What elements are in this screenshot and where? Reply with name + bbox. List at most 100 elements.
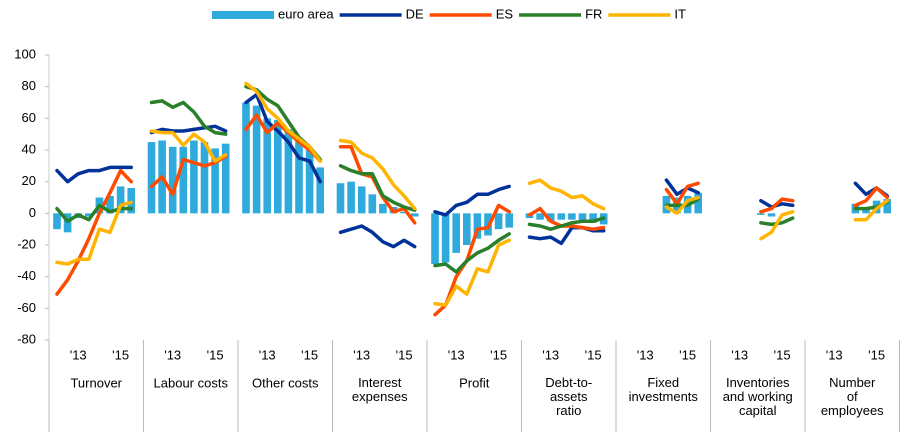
line-series: [55, 165, 133, 184]
bar: [557, 213, 566, 220]
line-series: [244, 81, 322, 163]
bar: [53, 213, 61, 230]
line-series: [338, 138, 417, 211]
x-tick-label: '13: [448, 347, 465, 362]
legend-label: euro area: [278, 6, 334, 21]
bar: [757, 213, 765, 215]
bar: [494, 213, 503, 230]
bar: [116, 186, 125, 214]
x-tick-label: '15: [396, 347, 413, 362]
group-label: Number of employees: [821, 375, 884, 418]
x-tick-label: '15: [585, 347, 602, 362]
line-series: [664, 181, 700, 206]
group-label: Debt-to-assets ratio: [545, 375, 592, 418]
line-series: [664, 178, 700, 197]
line-series: [433, 238, 511, 307]
x-tick-label: '13: [70, 347, 87, 362]
bar: [368, 194, 377, 214]
group-label: Profit: [459, 375, 490, 390]
y-tick-label: -80: [17, 331, 36, 346]
y-tick-label: 40: [22, 141, 36, 156]
bar: [473, 213, 482, 239]
bar: [568, 213, 576, 220]
line-series: [853, 186, 889, 208]
bar: [463, 213, 471, 245]
line-series: [433, 232, 511, 274]
y-tick-label: -60: [17, 300, 36, 315]
x-tick-label: '15: [112, 347, 129, 362]
group-label: Other costs: [252, 375, 319, 390]
line-series: [759, 210, 795, 241]
legend-label: IT: [674, 6, 686, 21]
line-series: [55, 200, 133, 266]
bar: [147, 142, 156, 214]
bar: [347, 181, 355, 214]
bar: [179, 146, 188, 214]
bar: [190, 140, 198, 214]
line-series: [527, 178, 606, 211]
x-tick-label: '15: [868, 347, 885, 362]
y-tick-label: 80: [22, 78, 36, 93]
bar: [200, 142, 209, 214]
x-tick-label: '13: [731, 347, 748, 362]
bar: [211, 148, 219, 214]
legend-label: FR: [585, 6, 602, 21]
bar: [410, 213, 419, 217]
y-tick-label: -20: [17, 236, 36, 251]
bar: [452, 213, 460, 253]
bar: [694, 192, 702, 214]
group-label: Interest expenses: [352, 375, 408, 404]
line-series: [149, 99, 228, 136]
bar: [305, 150, 314, 214]
bar: [441, 213, 450, 263]
bar: [252, 105, 261, 214]
line-series: [149, 154, 228, 197]
group-label: Turnover: [70, 375, 122, 390]
line-series: [149, 129, 228, 163]
line-series: [433, 184, 511, 217]
bar: [431, 213, 439, 264]
x-tick-label: '15: [490, 347, 507, 362]
x-tick-label: '15: [679, 347, 696, 362]
line-series: [244, 113, 322, 163]
bar: [168, 146, 177, 214]
bar: [263, 118, 271, 214]
bar: [336, 183, 345, 214]
line-series: [55, 168, 133, 296]
legend-label: DE: [406, 6, 424, 21]
x-tick-label: '15: [207, 347, 224, 362]
x-tick-label: '13: [164, 347, 181, 362]
bar: [221, 143, 230, 214]
x-tick-label: '13: [259, 347, 276, 362]
y-tick-label: 0: [29, 205, 36, 220]
bar: [274, 119, 282, 214]
line-series: [338, 164, 417, 212]
x-tick-label: '13: [353, 347, 370, 362]
bar: [589, 213, 597, 223]
x-tick-label: '15: [774, 347, 791, 362]
y-tick-label: 100: [14, 46, 36, 61]
bar: [284, 129, 293, 214]
group-label: Inventories and working capital: [723, 375, 793, 418]
bar: [546, 213, 555, 222]
bar: [767, 213, 776, 217]
x-tick-label: '13: [637, 347, 654, 362]
x-tick-label: '15: [301, 347, 318, 362]
bar: [505, 213, 513, 228]
legend-label: ES: [496, 6, 514, 21]
bar: [106, 195, 114, 214]
bar: [295, 140, 303, 214]
bar: [400, 211, 408, 214]
x-tick-label: '13: [542, 347, 559, 362]
line-series: [244, 92, 322, 184]
line-series: [759, 197, 795, 214]
bar: [357, 186, 366, 214]
line-series: [853, 198, 889, 222]
legend-swatch: [212, 11, 274, 19]
line-series: [527, 216, 606, 231]
bar: [316, 167, 324, 214]
bar: [883, 199, 891, 214]
bar: [578, 213, 587, 222]
x-tick-label: '13: [826, 347, 843, 362]
